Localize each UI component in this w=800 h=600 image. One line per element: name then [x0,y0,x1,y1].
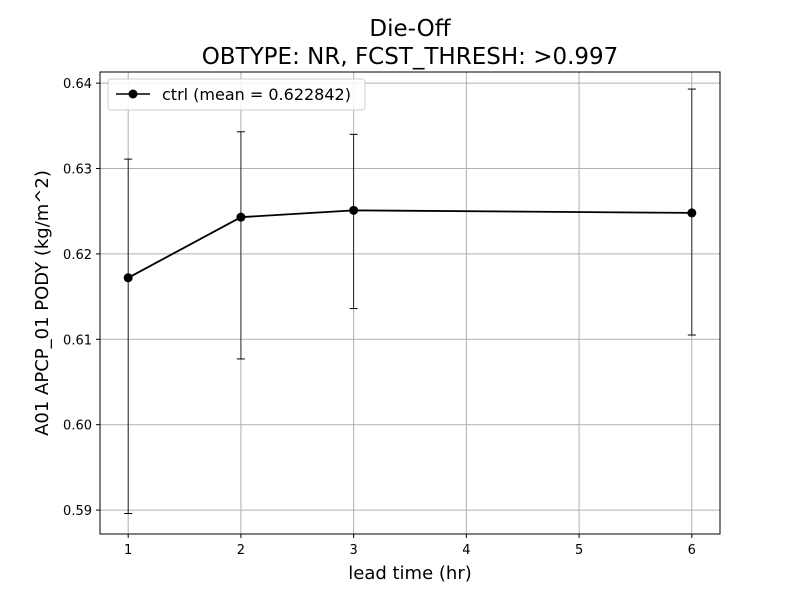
chart-subtitle: OBTYPE: NR, FCST_THRESH: >0.997 [202,44,619,70]
data-point [236,212,246,222]
plot-frame [99,71,721,535]
y-tick-label: 0.61 [63,333,92,348]
data-point [687,208,697,218]
y-tick-label: 0.59 [63,504,92,519]
series-lines [127,209,692,279]
x-tick-label: 5 [575,543,583,558]
legend-marker [128,89,138,99]
x-tick-label: 4 [462,543,470,558]
y-tick-label: 0.64 [63,77,92,92]
x-tick-label: 6 [688,543,696,558]
data-point [123,273,133,283]
y-tick-label: 0.63 [63,162,92,177]
y-tick-label: 0.62 [63,248,92,263]
ticks: 1 2 3 4 5 6 0.59 0.60 0.61 0.62 0.63 0.64 [63,77,696,558]
x-tick-label: 2 [237,543,245,558]
legend: ctrl (mean = 0.622842) [107,78,366,111]
legend-label: ctrl (mean = 0.622842) [162,85,351,104]
data-points [123,205,697,283]
x-axis-label: lead time (hr) [348,563,472,584]
y-tick-label: 0.60 [63,419,92,434]
y-axis-label: A01 APCP_01 PODY (kg/m^2) [32,170,53,436]
x-tick-label: 3 [349,543,357,558]
legend-box [107,78,366,111]
chart-title: Die-Off [369,16,451,42]
data-point [349,205,359,215]
x-tick-label: 1 [124,543,132,558]
series-line [127,209,692,279]
